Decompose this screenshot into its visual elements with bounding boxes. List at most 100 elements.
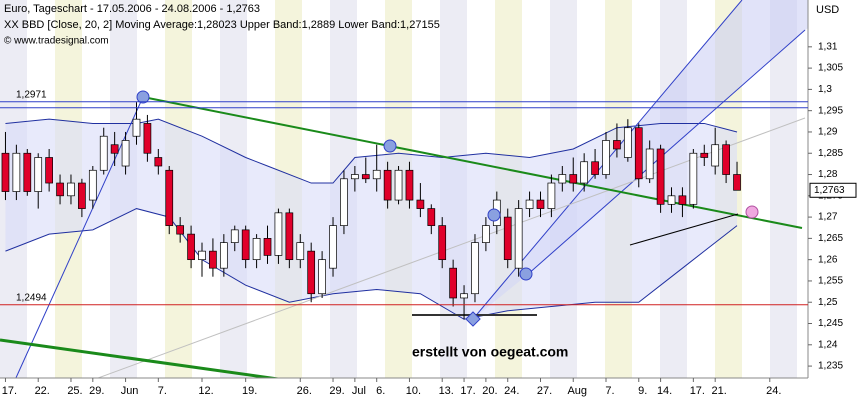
candle-body [329,225,337,269]
marker [465,311,481,327]
candle-body [383,169,392,201]
header-title: Euro, Tageschart - 17.05.2006 - 24.08.20… [4,3,260,15]
candle-body [241,229,250,261]
y-tick-label: 1,24 [818,339,838,350]
x-tick-label: 29. [329,385,344,397]
y-tick-label: 1,285 [818,148,843,159]
candle-body [351,174,359,180]
candle-body [591,161,599,175]
axis-panel [808,0,859,400]
candle-body [88,169,97,201]
x-tick-label: 10. [406,385,421,397]
candle-body [132,118,141,137]
marker [136,90,150,104]
candle-body [198,250,206,261]
candle-body [634,127,643,180]
candle-body [482,225,490,243]
candle-body [110,144,119,154]
y-tick-label: 1,3 [818,84,832,95]
candle-body [12,152,21,192]
candle-body [187,233,195,261]
candle-body [547,182,556,209]
x-tick-label: 24. [504,385,519,397]
candle-body [580,161,589,184]
marker [383,139,397,153]
trend-line [59,117,806,393]
candle-body [372,169,381,180]
candle-body [416,199,425,209]
trend-line [14,96,144,381]
x-tick-label: Aug [567,385,587,397]
candle-body [460,293,468,299]
candle-body [558,174,567,184]
candle-body [121,140,130,167]
candle-body [645,148,654,180]
candle-body [602,140,610,175]
x-tick-label: 12. [198,385,213,397]
y-tick-label: 1,29 [818,127,838,138]
candle-body [154,157,163,167]
band-line [5,208,738,320]
x-tick-label: 7. [158,385,167,397]
y-tick-label: 1,295 [818,105,843,116]
candle-body [569,174,578,184]
x-tick-label: 27. [537,385,552,397]
x-tick-label: 17. [690,385,705,397]
x-tick-label: 17. [460,385,475,397]
x-tick-label: 20. [482,385,497,397]
y-tick-label: 1,26 [818,254,838,265]
candle-body [722,144,730,175]
candle-body [209,250,217,269]
candle-body [689,152,698,205]
x-tick-label: 22. [35,385,50,397]
candle-body [78,182,86,209]
candle-body [514,208,523,269]
candle-body [34,157,43,192]
marker [487,208,501,222]
x-tick-label: 9. [638,385,647,397]
candle-body [405,169,414,201]
y-tick-label: 1,255 [818,276,843,287]
x-tick-label: 21. [712,385,727,397]
candle-body [711,144,720,167]
trend-line [142,96,803,229]
x-tick-label: 13. [439,385,454,397]
candles [1,102,741,320]
x-tick-label: 19. [242,385,257,397]
level-label: 1,2971 [16,89,47,100]
candle-body [252,238,261,261]
candle-body [623,127,632,158]
y-tick-label: 1,245 [818,318,843,329]
y-tick-label: 1,265 [818,233,843,244]
candle-body [678,195,687,205]
candle-body [219,242,228,269]
band-fill [5,119,738,320]
x-tick-label: 25. [67,385,82,397]
annotation: erstellt von oegeat.com [412,344,568,360]
candle-body [67,182,75,197]
candle-body [23,152,32,192]
header-indicator: XX BBD [Close, 20, 2] Moving Average:1,2… [4,19,440,31]
x-tick-label: 26. [297,385,312,397]
candle-body [143,123,152,154]
candle-body [700,152,709,158]
x-tick-label: 24. [766,385,781,397]
x-tick-label: Jun [121,385,139,397]
candle-body [613,140,621,150]
header-copyright: © www.tradesignal.com [4,36,109,47]
axis-unit: USD [816,4,839,16]
stripe [770,0,797,378]
x-tick-label: 14. [657,385,672,397]
last-price-label: 1,2763 [814,185,845,196]
candle-body [307,250,316,295]
y-tick-label: 1,27 [818,212,838,223]
candle-body [99,135,108,171]
candle-body [263,238,272,256]
channel-line [526,29,806,276]
candle-body [656,148,665,205]
candle-body [449,267,457,299]
candle-body [165,169,174,226]
candle-body [56,182,64,197]
y-tick-label: 1,25 [818,297,838,308]
